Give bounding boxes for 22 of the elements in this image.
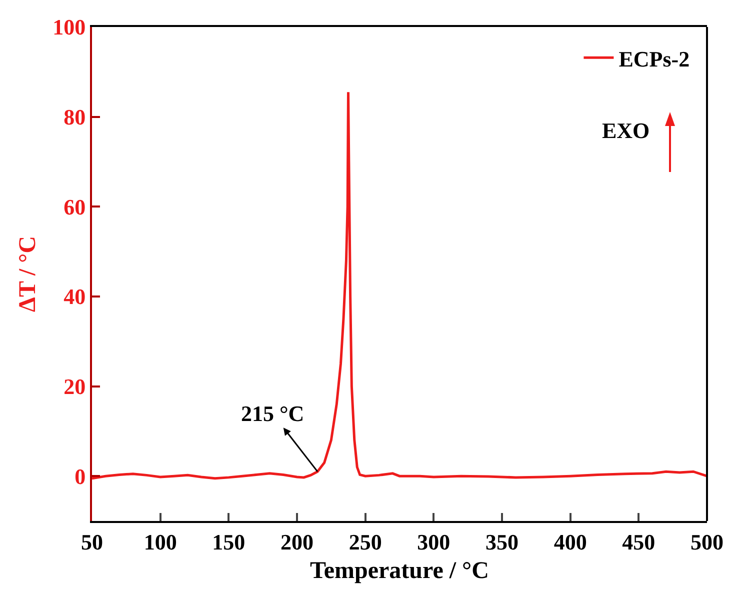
y-tick-label: 0	[74, 464, 86, 489]
y-tick-label: 40	[64, 284, 86, 310]
line-series	[92, 90, 707, 480]
x-tick-label: 200	[280, 529, 314, 554]
x-tick-label: 300	[417, 529, 450, 554]
y-tick-label: 100	[52, 14, 86, 40]
x-tick-label: 500	[690, 529, 724, 554]
y-tick-label: 20	[64, 374, 86, 399]
y-axis-title: ΔT / °C	[15, 236, 42, 312]
x-tick-label: 350	[486, 529, 518, 554]
x-tick-label: 100	[144, 529, 177, 554]
x-tick-label: 50	[81, 529, 103, 554]
x-tick-label: 250	[348, 529, 382, 554]
x-tick-label: 450	[622, 529, 656, 554]
x-axis-title: Temperature / °C	[310, 558, 489, 584]
annotation: 215 °C	[241, 401, 304, 426]
legend-label: ECPs-2	[618, 46, 690, 72]
annotation: EXO	[602, 118, 650, 143]
x-tick-label: 400	[554, 529, 587, 554]
y-tick-label: 60	[64, 194, 86, 220]
x-tick-label: 150	[212, 529, 246, 554]
y-tick-label: 80	[64, 104, 86, 130]
